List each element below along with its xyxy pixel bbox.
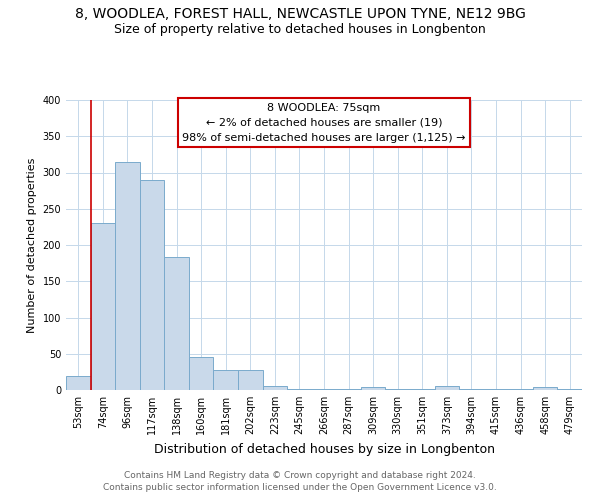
Y-axis label: Number of detached properties: Number of detached properties <box>27 158 37 332</box>
Bar <box>189 356 214 390</box>
Bar <box>164 258 189 390</box>
Bar <box>263 386 287 390</box>
Text: Contains HM Land Registry data © Crown copyright and database right 2024.
Contai: Contains HM Land Registry data © Crown c… <box>103 471 497 492</box>
Text: Size of property relative to detached houses in Longbenton: Size of property relative to detached ho… <box>114 22 486 36</box>
Bar <box>91 223 115 390</box>
Bar <box>238 370 263 390</box>
Bar <box>115 162 140 390</box>
Bar <box>361 387 385 390</box>
Text: 8, WOODLEA, FOREST HALL, NEWCASTLE UPON TYNE, NE12 9BG: 8, WOODLEA, FOREST HALL, NEWCASTLE UPON … <box>74 8 526 22</box>
Bar <box>140 180 164 390</box>
Bar <box>66 376 91 390</box>
Bar <box>214 370 238 390</box>
Bar <box>533 387 557 390</box>
Text: 8 WOODLEA: 75sqm
← 2% of detached houses are smaller (19)
98% of semi-detached h: 8 WOODLEA: 75sqm ← 2% of detached houses… <box>182 103 466 142</box>
Bar <box>434 386 459 390</box>
X-axis label: Distribution of detached houses by size in Longbenton: Distribution of detached houses by size … <box>154 442 494 456</box>
